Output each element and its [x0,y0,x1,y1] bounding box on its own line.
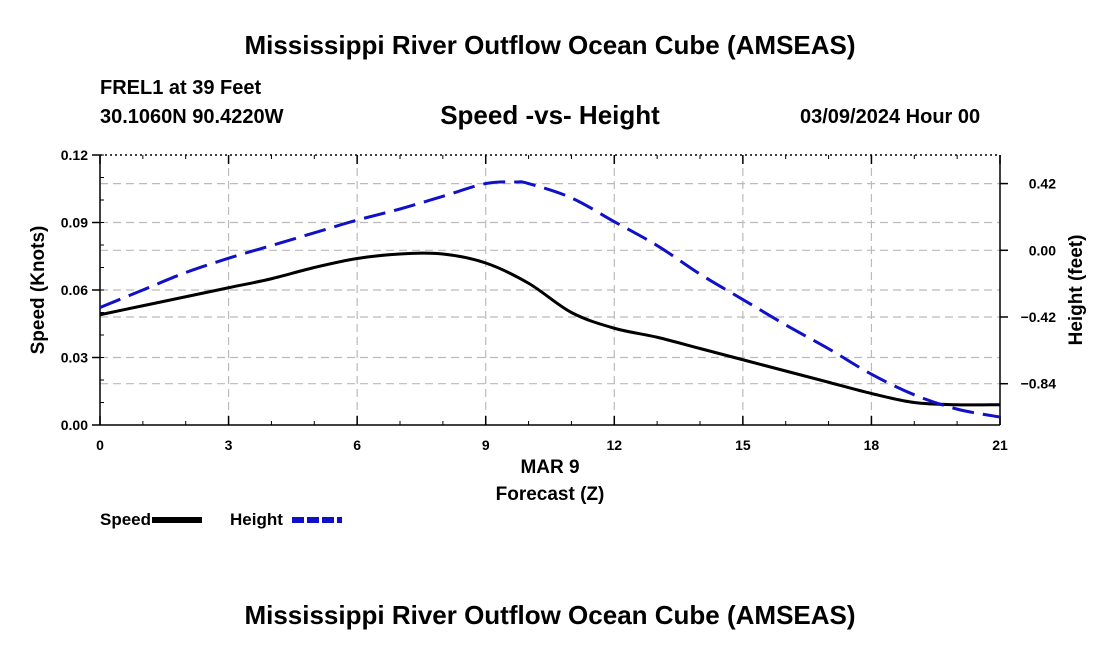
station-label: FREL1 at 39 Feet [100,77,262,99]
y-left-axis-title: Speed (Knots) [28,226,49,355]
x-tick-label: 9 [482,437,490,453]
series-layer [99,180,1001,419]
x-tick-label: 21 [992,437,1008,453]
series-line-speed [99,251,1001,407]
x-date-label: MAR 9 [520,457,579,478]
legend-label-speed: Speed [100,510,151,529]
footer-title: Mississippi River Outflow Ocean Cube (AM… [244,600,856,630]
forecast-date: 03/09/2024 Hour 00 [800,106,981,128]
legend-label-height: Height [230,510,283,529]
y-right-axis-title: Height (feet) [1066,235,1087,346]
x-tick-label: 15 [735,437,751,453]
x-axis-title: Forecast (Z) [496,484,605,505]
chart-title: Mississippi River Outflow Ocean Cube (AM… [244,30,856,60]
legend: Speed Height [100,510,342,529]
y-left-tick-label: 0.03 [61,350,88,366]
y-left-tick-label: 0.00 [61,417,88,433]
x-tick-label: 6 [353,437,361,453]
x-tick-label: 12 [606,437,622,453]
x-tick-label: 18 [864,437,880,453]
y-left-tick-label: 0.12 [61,147,88,163]
y-left-tick-label: 0.06 [61,282,88,298]
x-tick-label: 0 [96,437,104,453]
y-right-tick-label: −0.84 [1021,376,1057,392]
axis-layer: 0 3 6 9 12 15 18 21 0.00 0.03 0.06 0.09 0.12 −0.84 −0.… [28,147,1087,505]
series-line-height [99,180,1001,419]
y-left-tick-label: 0.09 [61,215,88,231]
y-right-tick-label: −0.42 [1021,309,1057,325]
grid-layer [100,155,1000,425]
y-right-tick-label: 0.42 [1029,176,1056,192]
x-tick-label: 3 [225,437,233,453]
station-coordinates: 30.1060N 90.4220W [100,106,284,128]
chart-subtitle: Speed -vs- Height [440,100,660,130]
y-right-tick-label: 0.00 [1029,242,1056,258]
